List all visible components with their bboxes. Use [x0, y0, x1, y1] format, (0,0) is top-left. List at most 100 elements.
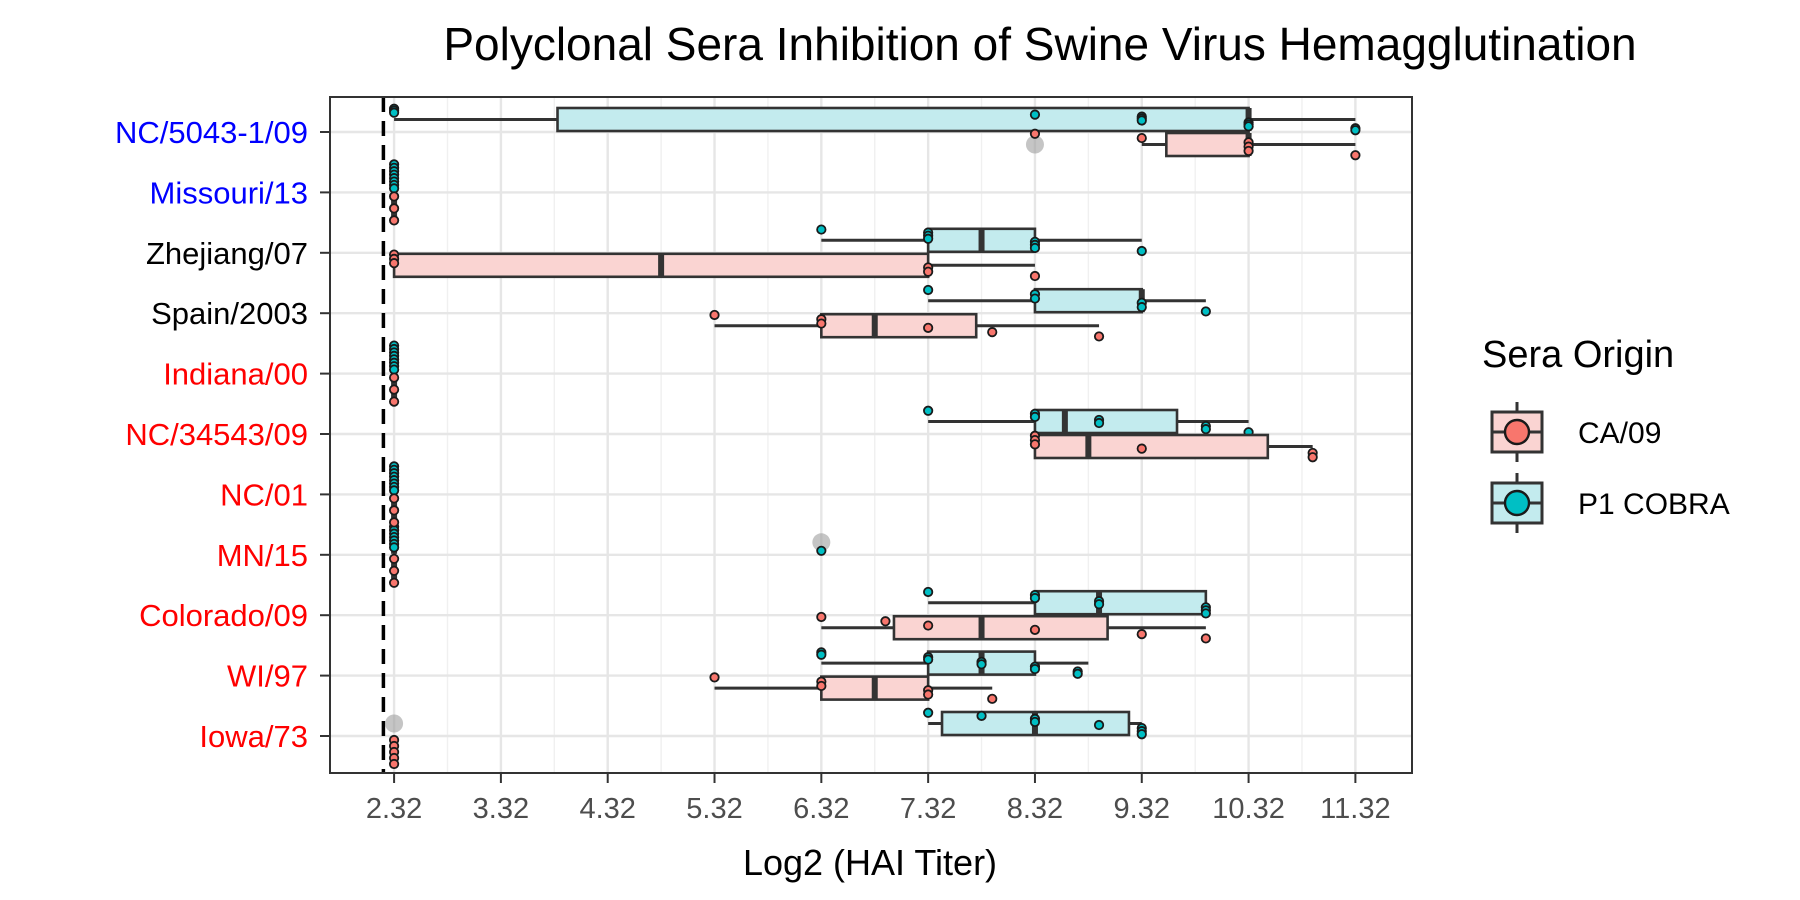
x-tick-label: 11.32: [1320, 793, 1390, 825]
box-ca-09: [1025, 128, 1361, 161]
data-point: [816, 611, 827, 623]
data-point: [1200, 608, 1211, 619]
data-point: [923, 233, 934, 244]
data-point: [1093, 417, 1105, 429]
legend-label: CA/09: [1578, 417, 1661, 450]
box-ca-09: [709, 672, 998, 704]
outlier-marker: [812, 533, 831, 552]
data-point: [1029, 439, 1041, 450]
data-point: [388, 517, 400, 528]
data-point: [1136, 132, 1147, 144]
x-tick-label: 10.32: [1212, 793, 1285, 825]
legend-entry-ca-09: CA/09: [1490, 402, 1661, 462]
box-p1-cobra: [923, 586, 1211, 619]
y-category-label: MN/15: [217, 538, 308, 573]
x-tick-label: 6.32: [793, 793, 849, 825]
x-axis-title: Log2 (HAI Titer): [743, 842, 997, 883]
data-point: [709, 672, 720, 683]
legend-title: Sera Origin: [1482, 334, 1674, 376]
y-category-label: NC/34543/09: [125, 417, 308, 452]
outlier-marker: [385, 714, 404, 733]
iqr-box: [820, 312, 978, 339]
data-point: [388, 215, 400, 226]
data-point: [1029, 716, 1041, 728]
data-point: [388, 372, 400, 383]
y-category-label: Colorado/09: [139, 598, 308, 633]
chart-title: Polyclonal Sera Inhibition of Swine Viru…: [443, 18, 1636, 70]
x-tick-label: 7.32: [900, 793, 956, 825]
data-point: [816, 545, 827, 556]
x-tick-label: 5.32: [686, 793, 742, 825]
data-point: [816, 224, 827, 235]
iqr-box: [1033, 589, 1208, 616]
box-p1-cobra: [388, 461, 400, 496]
data-point: [388, 384, 400, 395]
data-point: [1307, 452, 1318, 463]
y-category-label: Indiana/00: [163, 357, 308, 392]
data-point: [388, 542, 400, 553]
data-point: [388, 553, 400, 564]
data-point: [923, 322, 934, 333]
box-p1-cobra: [388, 159, 400, 194]
y-category-label: NC/01: [220, 477, 308, 512]
y-category-label: Missouri/13: [150, 175, 309, 210]
data-point: [1093, 331, 1105, 342]
data-point: [1029, 411, 1041, 423]
data-point: [923, 266, 934, 277]
data-point: [388, 577, 400, 588]
data-point: [923, 620, 934, 631]
data-point: [923, 284, 934, 296]
data-point: [1029, 663, 1041, 675]
box-ca-09: [388, 372, 400, 407]
data-point: [388, 505, 400, 516]
data-point: [1200, 633, 1211, 644]
data-point: [1029, 624, 1041, 635]
y-category-label: Iowa/73: [199, 719, 308, 754]
plot-area: 2.32 3.32 4.32 5.32 6.32 7.32 8.32 9.32 10.32 11.…: [115, 96, 1413, 825]
legend-key-point: [1503, 418, 1531, 446]
data-point: [1136, 115, 1147, 126]
data-point: [1029, 593, 1041, 604]
iqr-box: [892, 614, 1109, 641]
data-point: [388, 493, 400, 504]
data-point: [1350, 150, 1361, 161]
data-point: [1136, 629, 1147, 640]
data-point: [709, 309, 720, 321]
data-point: [388, 191, 400, 202]
y-category-label: Zhejiang/07: [146, 236, 308, 271]
y-category-label: WI/97: [227, 659, 308, 694]
legend-entry-p1-cobra: P1 COBRA: [1490, 473, 1730, 533]
data-point: [1029, 128, 1041, 139]
x-tick-label: 3.32: [473, 793, 529, 825]
data-point: [987, 693, 998, 704]
data-point: [816, 649, 827, 660]
box-ca-09: [388, 493, 400, 528]
data-point: [923, 654, 934, 665]
x-tick-label: 2.32: [366, 793, 422, 825]
outlier-marker: [1025, 135, 1044, 154]
box-p1-cobra: [816, 224, 1147, 257]
legend-key-point: [1503, 489, 1531, 517]
box-ca-09: [388, 191, 400, 226]
legend-label: P1 COBRA: [1578, 488, 1730, 521]
data-point: [1029, 109, 1041, 120]
box-ca-09: [388, 249, 1041, 282]
data-point: [1136, 245, 1147, 257]
box-p1-cobra: [388, 521, 831, 556]
box-p1-cobra: [923, 405, 1254, 438]
box-ca-09: [388, 553, 400, 588]
box-p1-cobra: [385, 707, 1147, 740]
data-point: [923, 405, 934, 416]
data-point: [923, 707, 934, 718]
x-tick-label: 9.32: [1114, 793, 1170, 825]
box-p1-cobra: [923, 284, 1211, 317]
data-point: [388, 396, 400, 407]
data-point: [976, 710, 987, 721]
data-point: [1029, 293, 1041, 304]
data-point: [1200, 424, 1211, 435]
data-point: [880, 616, 891, 627]
box-p1-cobra: [388, 340, 400, 375]
data-point: [816, 318, 827, 329]
iqr-box: [1033, 287, 1144, 314]
data-point: [1136, 443, 1147, 454]
